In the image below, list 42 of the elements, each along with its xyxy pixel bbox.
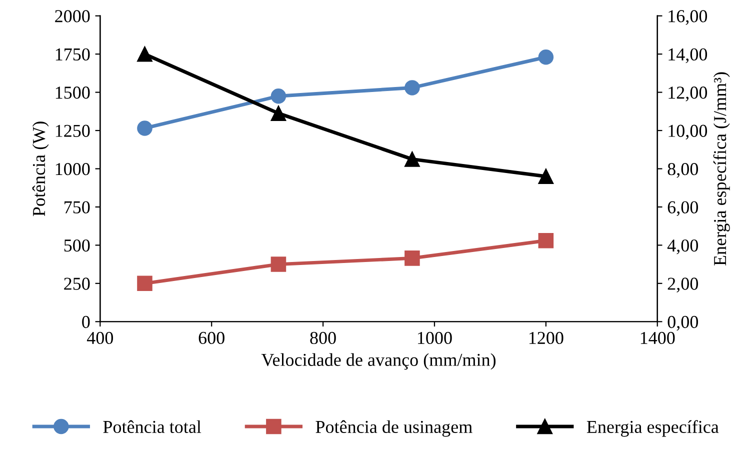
y-tick-label: 1750 [56,48,90,61]
legend-label: Energia específica [586,420,719,437]
y-tick-label: 250 [64,278,90,290]
y-axis-title: Potência (W) [32,122,49,216]
point [270,106,286,121]
y2-tick-label: 16,00 [668,10,708,25]
point [538,49,554,65]
y2-tick-label: 12,00 [668,86,708,102]
point [137,276,152,292]
legend-label: Potência de usinagem [316,420,472,437]
x-tick-label: 600 [198,332,224,344]
y-tick-label: 0 [82,316,90,328]
y2-tick-label: 2,00 [668,278,698,292]
x-tick-label: 400 [86,332,113,344]
y2-tick-label: 14,00 [668,48,708,64]
point [538,232,554,248]
point [137,120,152,136]
point [538,168,554,184]
x-tick-label: 1200 [529,332,564,344]
y-tick-label: 1000 [56,163,90,176]
point [270,256,286,272]
y-tick-label: 500 [64,239,90,252]
x-tick-label: 1400 [640,332,675,344]
x-tick-label: 1000 [418,332,452,344]
y-tick-label: 2000 [55,10,90,22]
y-tick-label: 1500 [56,86,90,99]
y2-tick-label: 4,00 [667,239,698,254]
point [137,46,152,62]
point [270,88,286,104]
y-tick-label: 750 [64,201,90,214]
y2-axis-title: Energia específica (J/mm³) [713,72,730,266]
y2-tick-label: 0,00 [668,316,698,331]
point [404,152,420,167]
point [404,250,420,266]
y2-tick-label: 8,00 [668,163,698,178]
x-tick-label: 800 [310,332,336,344]
legend-label: Potência total [103,420,202,434]
y2-tick-label: 6,00 [668,201,698,216]
y-tick-label: 1250 [56,124,90,137]
y2-tick-label: 10,00 [668,124,708,140]
point [404,80,420,96]
x-axis-title: Velocidade de avanço (mm/min) [261,353,496,370]
